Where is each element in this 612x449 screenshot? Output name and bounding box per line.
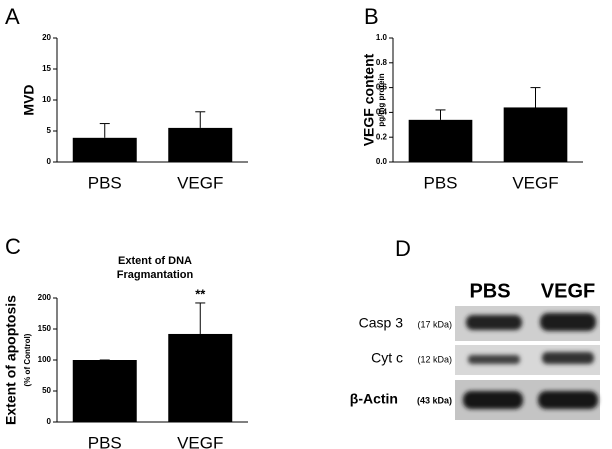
y-tick-label: 20	[42, 33, 51, 42]
error-bar	[530, 87, 541, 108]
bar	[168, 333, 233, 422]
panel-label: B	[364, 4, 379, 29]
bar	[408, 119, 473, 162]
y-tick-label: 0.8	[376, 58, 388, 67]
row-label: β-Actin	[350, 391, 398, 407]
y-tick-label: 0.0	[376, 157, 388, 166]
bar	[72, 137, 137, 162]
y-axis-label: MVD	[21, 84, 37, 115]
x-tick-label: VEGF	[512, 173, 558, 192]
row-label: Casp 3	[359, 315, 404, 331]
blot	[455, 306, 600, 420]
y-tick-label: 0.6	[376, 83, 388, 92]
row-label: Cyt c	[371, 350, 403, 366]
panel-label: C	[5, 234, 21, 259]
row-kda: (12 kDa)	[417, 354, 452, 364]
error-bar	[195, 302, 206, 334]
x-tick-label: PBS	[423, 173, 457, 192]
annotation: **	[195, 286, 206, 301]
x-tick-label: PBS	[88, 433, 122, 449]
y-tick-label: 10	[42, 95, 51, 104]
y-tick-label: 100	[38, 355, 52, 364]
y-tick-label: 150	[38, 324, 52, 333]
y-axis-unit: (% of Control)	[23, 333, 32, 386]
error-bar	[195, 111, 206, 128]
y-axis-label: Extent of apoptosis	[3, 295, 19, 425]
y-tick-label: 1.0	[376, 33, 388, 42]
y-tick-label: 0	[47, 417, 52, 426]
bar	[168, 127, 233, 162]
bar	[503, 107, 568, 162]
error-bar	[99, 123, 110, 138]
y-tick-label: 200	[38, 293, 52, 302]
row-kda: (43 kDa)	[417, 395, 452, 405]
bar	[72, 360, 137, 422]
y-tick-label: 50	[42, 386, 51, 395]
row-kda: (17 kDa)	[417, 319, 452, 329]
y-tick-label: 0.4	[376, 108, 388, 117]
y-axis-label: VEGF content	[361, 53, 377, 146]
y-tick-label: 0.2	[376, 132, 388, 141]
y-tick-label: 5	[47, 126, 52, 135]
x-tick-label: PBS	[88, 173, 122, 192]
y-axis-unit: pg/mg protein	[377, 73, 386, 126]
panel-label: A	[5, 4, 20, 29]
y-tick-label: 0	[47, 157, 52, 166]
chart-title: Extent of DNA Fragmantation	[116, 255, 194, 281]
column-label: VEGF	[541, 280, 595, 302]
x-tick-label: VEGF	[177, 173, 223, 192]
x-tick-label: VEGF	[177, 433, 223, 449]
error-bar	[435, 109, 446, 120]
y-tick-label: 15	[42, 64, 51, 73]
column-label: PBS	[469, 280, 510, 302]
panel-label: D	[395, 236, 411, 261]
